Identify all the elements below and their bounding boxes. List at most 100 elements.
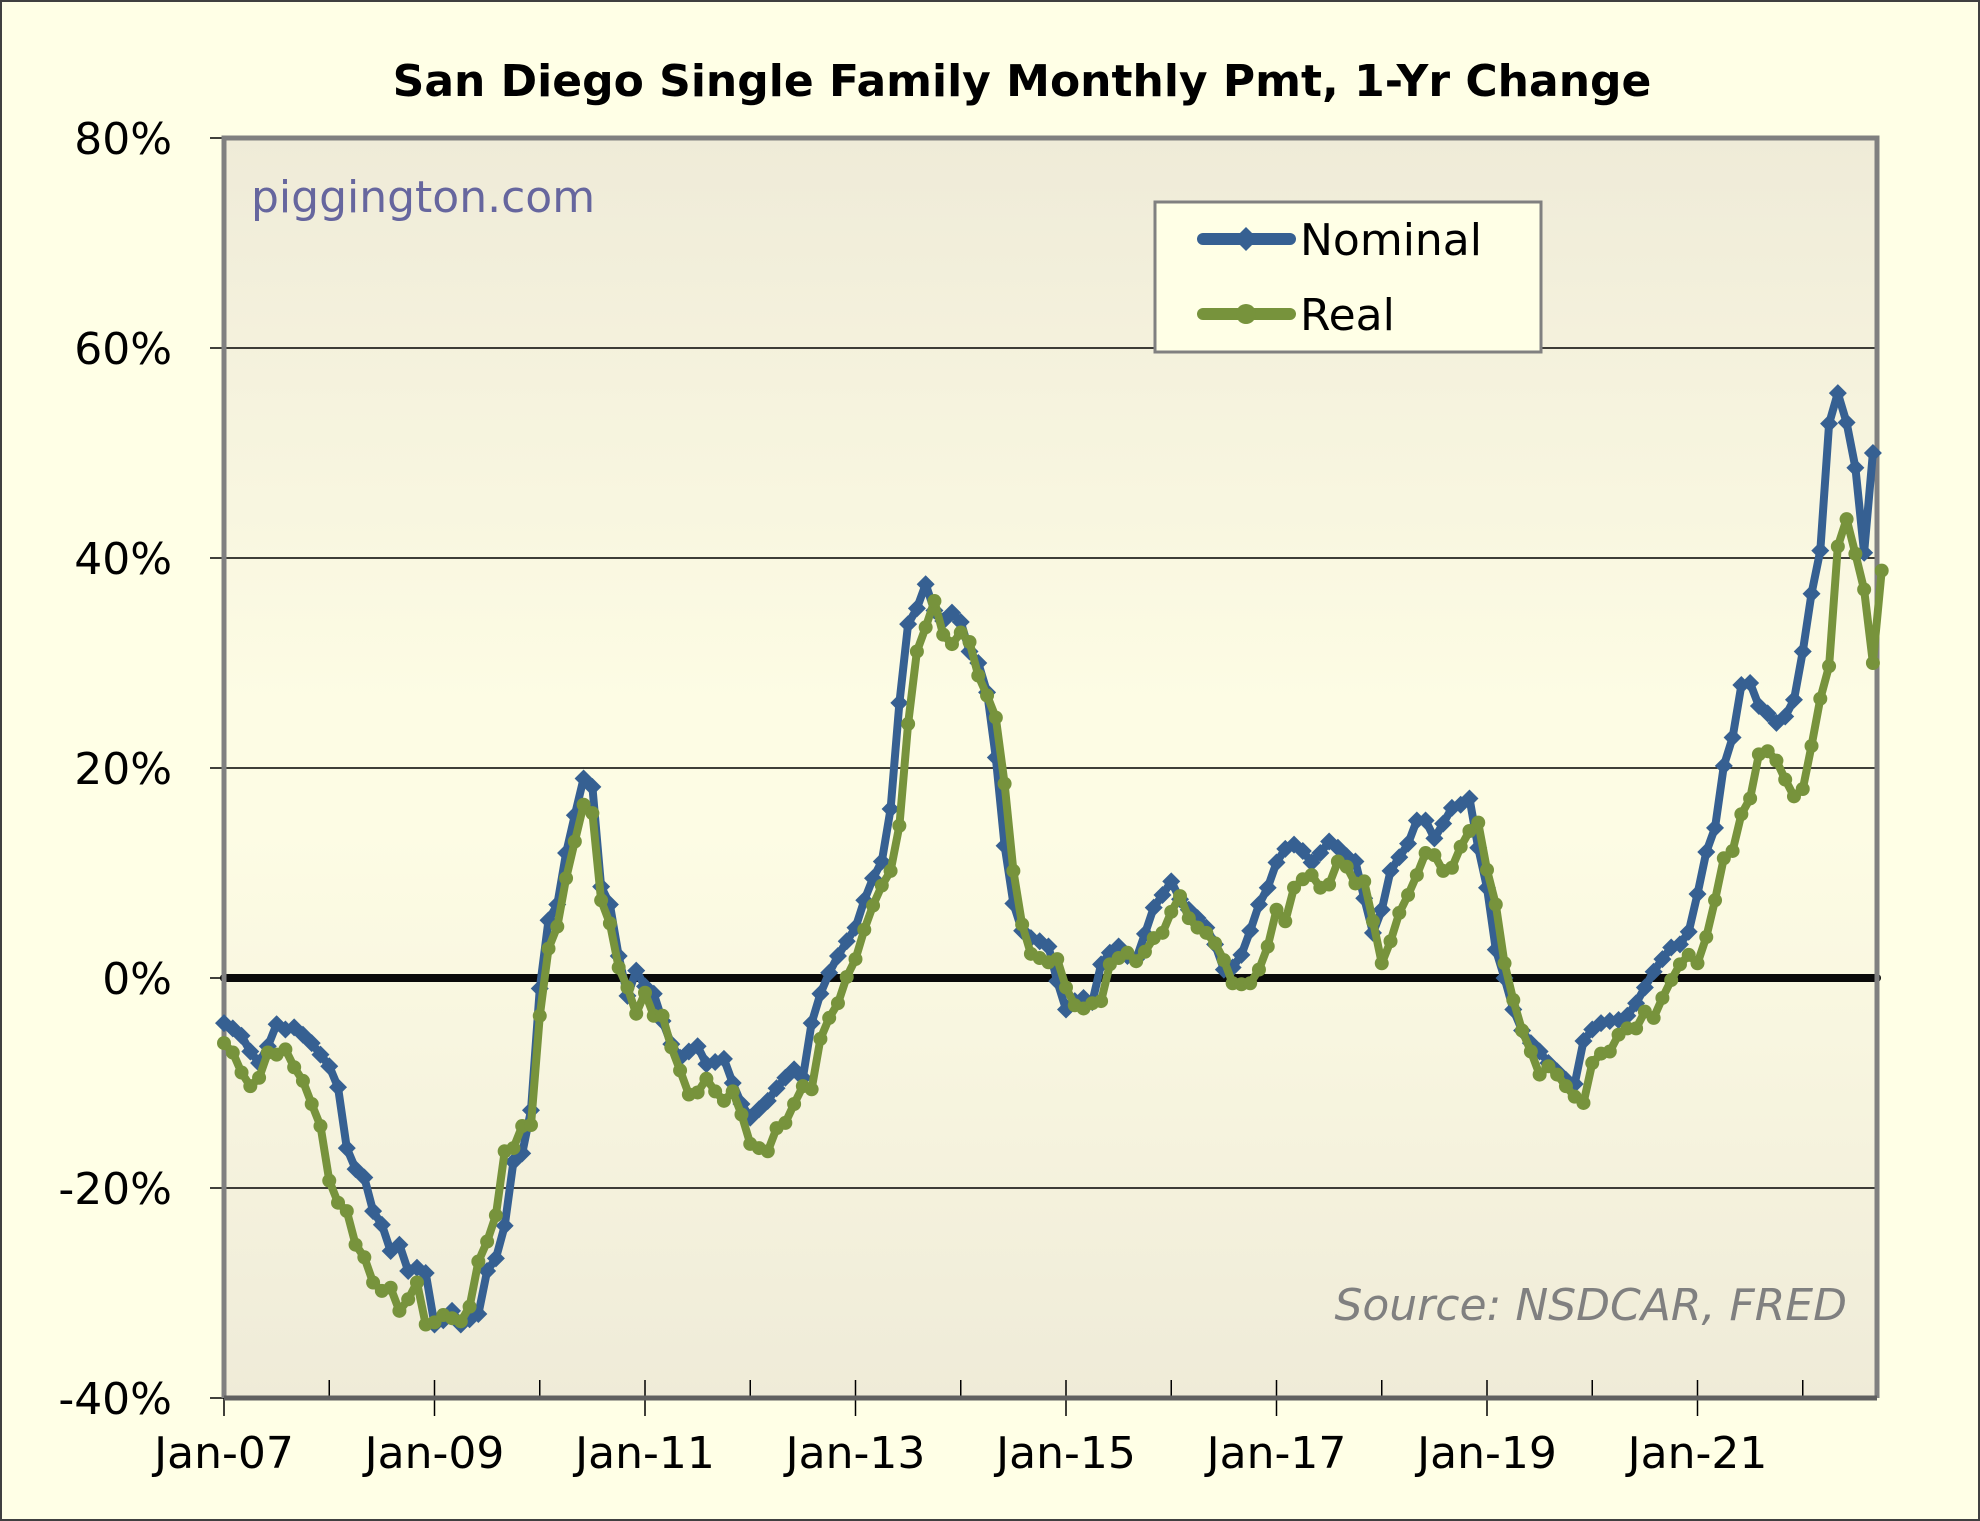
data-point-real: [962, 635, 977, 649]
data-point-real: [953, 625, 968, 640]
data-point-nominal: [837, 932, 856, 951]
y-tick-label: 0%: [102, 954, 172, 1005]
data-point-real: [559, 871, 574, 886]
data-point-real: [506, 1141, 521, 1156]
data-point-real: [594, 893, 609, 908]
data-point-nominal: [1776, 707, 1795, 726]
data-point-nominal: [1144, 898, 1163, 917]
data-point-nominal: [767, 1079, 786, 1098]
data-point-real: [1602, 1044, 1617, 1059]
data-point-real: [936, 627, 951, 642]
legend-label-real: Real: [1300, 290, 1395, 341]
data-point-nominal: [276, 1020, 295, 1039]
chart-title: San Diego Single Family Monthly Pmt, 1-Y…: [393, 56, 1652, 107]
data-point-real: [690, 1085, 705, 1100]
data-point-real: [1199, 925, 1214, 940]
data-point-real: [1497, 956, 1512, 971]
y-tick-label: 60%: [74, 324, 172, 375]
y-tick-label: 80%: [74, 114, 172, 165]
data-point-nominal: [899, 615, 918, 634]
data-point-real: [1769, 753, 1784, 768]
data-point-real: [944, 637, 959, 652]
data-point-real: [1006, 863, 1021, 878]
data-point-real: [532, 1008, 547, 1023]
data-point-real: [673, 1063, 688, 1078]
data-point-nominal: [302, 1034, 321, 1053]
data-point-nominal: [802, 1014, 821, 1033]
data-point-nominal: [1723, 728, 1742, 747]
data-point-nominal: [329, 1078, 348, 1097]
data-point-real: [1444, 860, 1459, 875]
legend-item-real[interactable]: Real: [1197, 290, 1395, 341]
data-point-real: [576, 797, 591, 812]
data-point-real: [1208, 936, 1223, 951]
legend-label-nominal: Nominal: [1300, 215, 1482, 266]
data-point-real: [1357, 874, 1372, 889]
data-point-nominal: [1293, 841, 1312, 860]
data-point-nominal: [881, 799, 900, 818]
data-point-real: [1409, 868, 1424, 883]
data-point-real: [1822, 659, 1837, 674]
y-tick-label: -20%: [58, 1164, 172, 1215]
data-point-nominal: [916, 575, 935, 594]
data-point-real: [217, 1036, 231, 1051]
data-point-real: [1427, 848, 1442, 863]
data-point-real: [725, 1084, 740, 1099]
data-point-nominal: [1828, 384, 1847, 403]
legend-item-nominal[interactable]: Nominal: [1197, 215, 1482, 266]
data-point-real: [997, 776, 1012, 791]
data-point-nominal: [372, 1215, 391, 1234]
data-point-nominal: [1162, 872, 1181, 891]
data-point-real: [1839, 512, 1854, 527]
data-point-real: [699, 1071, 714, 1086]
data-point-real: [1865, 656, 1880, 670]
data-point-nominal: [241, 1042, 260, 1061]
data-point-real: [383, 1280, 398, 1295]
data-point-nominal: [311, 1045, 330, 1064]
data-point-real: [988, 710, 1003, 725]
data-point-real: [287, 1060, 302, 1075]
data-point-real: [252, 1070, 267, 1085]
data-point-real: [1251, 962, 1266, 977]
data-point-real: [523, 1118, 538, 1132]
data-point-real: [629, 1006, 644, 1021]
data-point-real: [760, 1144, 775, 1159]
data-point-real: [1094, 994, 1109, 1009]
data-point-real: [1243, 976, 1258, 991]
data-point-real: [225, 1045, 240, 1060]
data-point-real: [1304, 868, 1319, 883]
data-point-real: [1173, 889, 1188, 904]
data-point-real: [1646, 1010, 1661, 1025]
data-point-real: [339, 1204, 354, 1219]
data-point-real: [778, 1115, 793, 1130]
data-point-real: [1664, 973, 1679, 988]
series-real: [217, 512, 1889, 1332]
data-point-nominal: [951, 613, 970, 632]
data-point-real: [313, 1119, 328, 1134]
data-point-nominal: [907, 599, 926, 618]
data-point-real: [1848, 546, 1863, 561]
data-point-nominal: [890, 693, 909, 712]
data-point-nominal: [1258, 878, 1277, 897]
data-point-nominal: [1618, 1006, 1637, 1025]
data-point-nominal: [1574, 1032, 1593, 1050]
y-tick-label: 40%: [74, 534, 172, 585]
data-point-real: [409, 1275, 424, 1290]
data-point-real: [1181, 911, 1196, 926]
plot-border: [221, 135, 1880, 1398]
data-point-nominal: [714, 1049, 733, 1068]
data-point-nominal: [1679, 922, 1698, 941]
data-point-real: [708, 1084, 723, 1099]
data-point-real: [1813, 691, 1828, 706]
data-point-real: [1269, 902, 1284, 917]
data-point-real: [1137, 944, 1152, 959]
y-axis: 80% 60% 40% 20% 0% -20% -40%: [58, 114, 224, 1425]
data-point-real: [480, 1234, 495, 1249]
data-point-nominal: [364, 1202, 383, 1221]
data-point-real: [1339, 859, 1354, 874]
data-point-real: [1462, 824, 1477, 838]
series-layer: [215, 384, 1889, 1334]
data-point-real: [883, 863, 898, 878]
data-point-real: [462, 1299, 477, 1314]
data-point-nominal: [1784, 690, 1803, 709]
